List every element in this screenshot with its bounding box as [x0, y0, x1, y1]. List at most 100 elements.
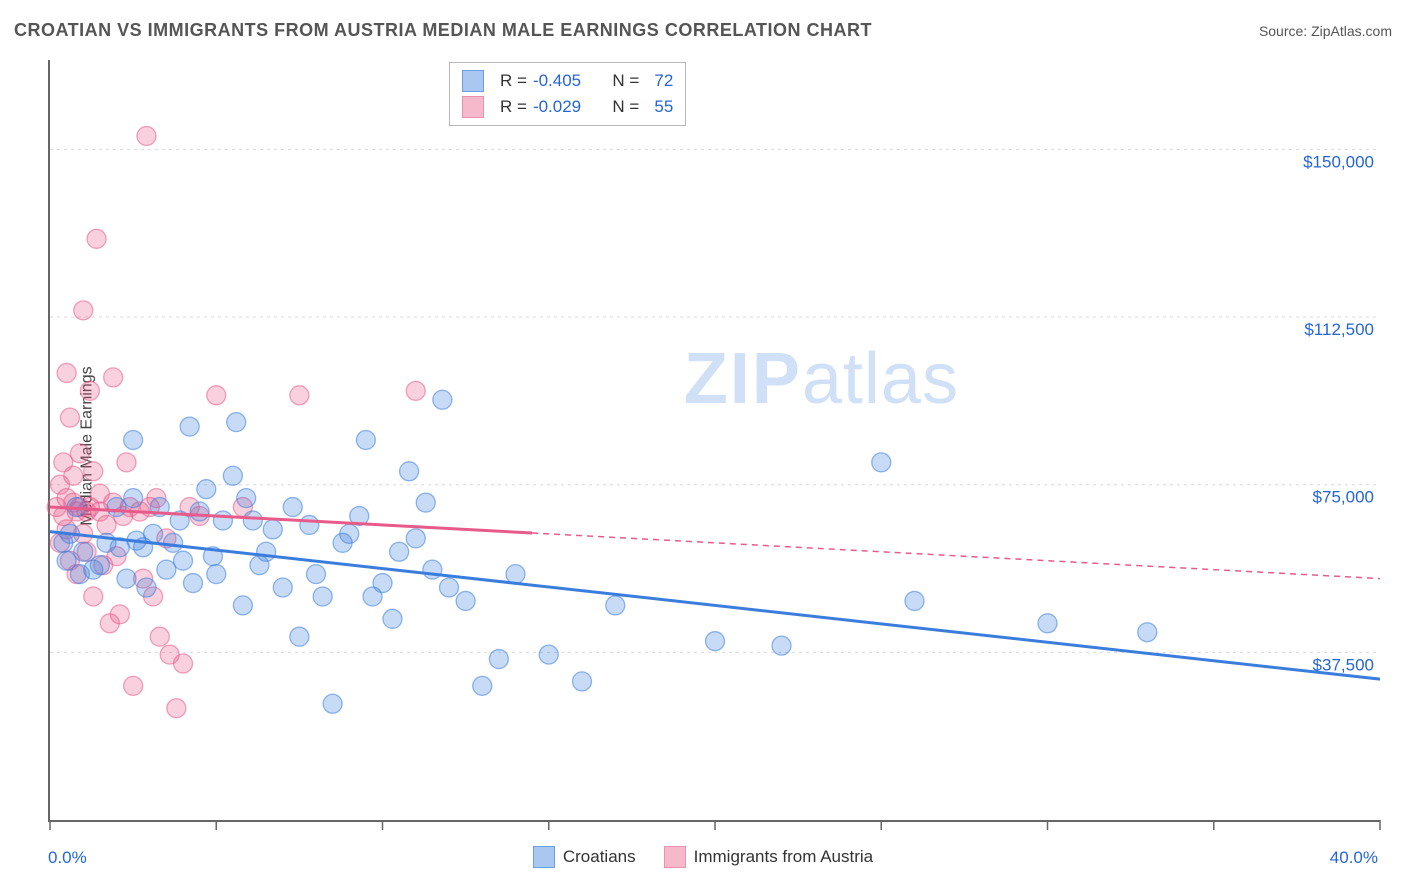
- croatians-point: [440, 578, 459, 597]
- legend-swatch: [664, 846, 686, 868]
- austria-point: [87, 229, 106, 248]
- scatter-svg: $37,500$75,000$112,500$150,000: [50, 60, 1380, 820]
- croatians-point: [164, 533, 183, 552]
- austria-point: [406, 381, 425, 400]
- austria-point: [70, 444, 89, 463]
- croatians-point: [190, 502, 209, 521]
- legend-item-croatians: Croatians: [533, 846, 636, 868]
- croatians-point: [257, 542, 276, 561]
- austria-point: [290, 386, 309, 405]
- croatians-point: [323, 694, 342, 713]
- croatians-point: [237, 489, 256, 508]
- croatians-point: [117, 569, 136, 588]
- corr-n-label: N =: [603, 97, 639, 117]
- croatians-point: [183, 574, 202, 593]
- croatians-point: [539, 645, 558, 664]
- croatians-point: [356, 431, 375, 450]
- croatians-point: [124, 431, 143, 450]
- croatians-point: [233, 596, 252, 615]
- croatians-point: [273, 578, 292, 597]
- croatians-point: [772, 636, 791, 655]
- croatians-point: [416, 493, 435, 512]
- croatians-point: [180, 417, 199, 436]
- croatians-point: [263, 520, 282, 539]
- croatians-point: [307, 565, 326, 584]
- croatians-point: [243, 511, 262, 530]
- chart-title: CROATIAN VS IMMIGRANTS FROM AUSTRIA MEDI…: [14, 20, 872, 41]
- croatians-point: [373, 574, 392, 593]
- austria-point: [64, 466, 83, 485]
- croatians-point: [124, 489, 143, 508]
- croatians-point: [157, 560, 176, 579]
- croatians-point: [213, 511, 232, 530]
- corr-legend-row: R = -0.029 N = 55: [462, 94, 673, 120]
- legend-label: Immigrants from Austria: [694, 847, 874, 867]
- corr-r-value: -0.405: [533, 71, 595, 91]
- croatians-point: [1038, 614, 1057, 633]
- correlation-legend: R = -0.405 N = 72 R = -0.029 N = 55: [449, 62, 686, 126]
- austria-point: [84, 462, 103, 481]
- y-tick-label: $150,000: [1303, 152, 1374, 171]
- source-label: Source: ZipAtlas.com: [1259, 23, 1392, 39]
- croatians-point: [300, 515, 319, 534]
- austria-point: [137, 127, 156, 146]
- croatians-point: [390, 542, 409, 561]
- croatians-point: [174, 551, 193, 570]
- croatians-point: [905, 591, 924, 610]
- croatians-point: [456, 591, 475, 610]
- austria-point: [167, 699, 186, 718]
- croatians-point: [606, 596, 625, 615]
- corr-n-value: 72: [645, 71, 673, 91]
- austria-point: [150, 627, 169, 646]
- croatians-point: [506, 565, 525, 584]
- croatians-point: [872, 453, 891, 472]
- croatians-point: [197, 480, 216, 499]
- croatians-point: [573, 672, 592, 691]
- legend-item-austria: Immigrants from Austria: [664, 846, 874, 868]
- legend-label: Croatians: [563, 847, 636, 867]
- corr-r-label: R =: [500, 97, 527, 117]
- legend-swatch: [462, 70, 484, 92]
- corr-r-value: -0.029: [533, 97, 595, 117]
- austria-point: [97, 515, 116, 534]
- austria-point: [74, 301, 93, 320]
- austria-point: [117, 453, 136, 472]
- regression-line-extrapolated: [532, 533, 1380, 579]
- croatians-point: [283, 498, 302, 517]
- croatians-point: [400, 462, 419, 481]
- austria-point: [84, 587, 103, 606]
- croatians-point: [290, 627, 309, 646]
- croatians-point: [207, 565, 226, 584]
- croatians-point: [433, 390, 452, 409]
- croatians-point: [473, 676, 492, 695]
- croatians-point: [227, 413, 246, 432]
- austria-point: [174, 654, 193, 673]
- croatians-point: [706, 632, 725, 651]
- croatians-point: [74, 542, 93, 561]
- croatians-point: [489, 650, 508, 669]
- croatians-point: [406, 529, 425, 548]
- croatians-point: [144, 524, 163, 543]
- corr-n-value: 55: [645, 97, 673, 117]
- austria-point: [110, 605, 129, 624]
- series-legend: Croatians Immigrants from Austria: [0, 846, 1406, 873]
- austria-point: [104, 368, 123, 387]
- plot-area: ZIPatlas $37,500$75,000$112,500$150,000 …: [48, 60, 1380, 822]
- croatians-point: [1138, 623, 1157, 642]
- austria-point: [80, 381, 99, 400]
- corr-legend-row: R = -0.405 N = 72: [462, 68, 673, 94]
- austria-point: [124, 676, 143, 695]
- croatians-point: [340, 524, 359, 543]
- croatians-point: [107, 498, 126, 517]
- croatians-point: [90, 556, 109, 575]
- y-tick-label: $112,500: [1304, 320, 1374, 339]
- corr-n-label: N =: [603, 71, 639, 91]
- austria-point: [60, 408, 79, 427]
- austria-point: [207, 386, 226, 405]
- corr-r-label: R =: [500, 71, 527, 91]
- legend-swatch: [533, 846, 555, 868]
- croatians-point: [223, 466, 242, 485]
- y-tick-label: $75,000: [1313, 488, 1374, 507]
- legend-swatch: [462, 96, 484, 118]
- croatians-point: [313, 587, 332, 606]
